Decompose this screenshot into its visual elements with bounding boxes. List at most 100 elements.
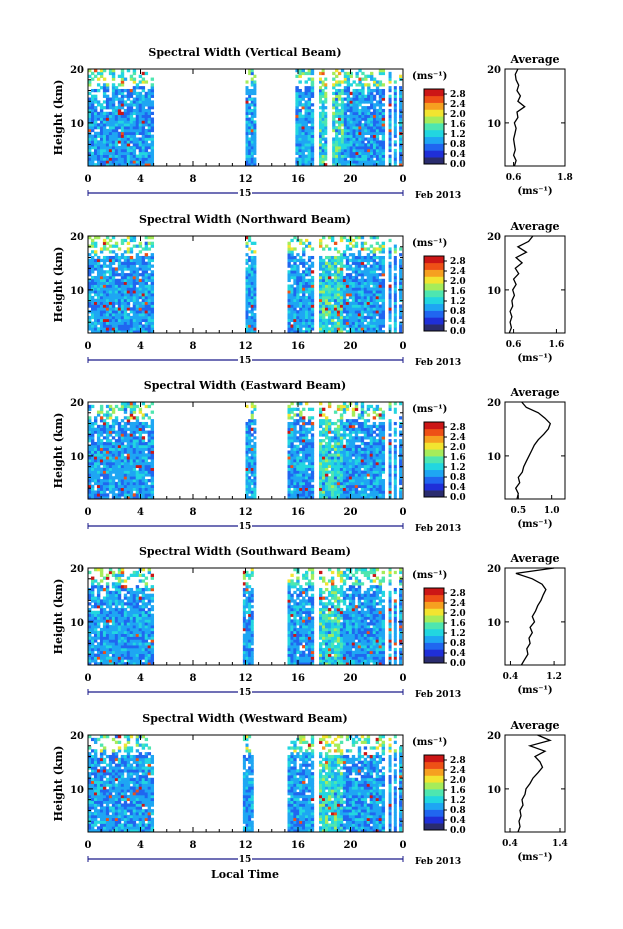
heatmap-cell [372,456,377,460]
heatmap-cell [369,470,374,474]
heatmap-cell [245,450,249,454]
heatmap-cell [132,270,137,274]
heatmap-cells [88,402,403,500]
heatmap-cell [339,313,344,317]
heatmap-cell [321,473,326,477]
heatmap-cell [330,321,335,325]
heatmap-cell [99,404,104,409]
heatmap-cell [253,250,257,254]
heatmap-cell [117,157,122,161]
heatmap-cell [141,301,146,305]
heatmap-cell [126,467,131,471]
heatmap-cell [333,301,338,305]
heatmap-cell [141,71,146,76]
heatmap-cell [363,281,368,285]
heatmap-cell [144,459,149,463]
heatmap-cell [305,470,309,474]
heatmap-cell [248,69,252,73]
heatmap-cell [349,100,353,104]
heatmap-cell [99,114,104,118]
heatmap-cell [393,264,397,268]
heatmap-cell [120,91,125,96]
heatmap-cell [296,264,300,268]
heatmap-cell [126,321,131,325]
heatmap-cell [307,324,312,328]
colorbar-swatch [424,89,444,97]
heatmap-cell [88,453,92,457]
heatmap-cell [111,157,116,161]
heatmap-cell [339,439,344,443]
heatmap-cell [88,120,92,124]
heatmap-cell [364,157,368,161]
heatmap-cell [346,77,351,81]
heatmap-cell [399,160,403,164]
heatmap-cell [299,441,303,446]
heatmap-cell [351,450,356,454]
heatmap-cell [108,131,113,136]
heatmap-cell [99,473,104,477]
heatmap-cell [352,146,356,150]
heatmap-cell [375,290,380,294]
heatmap-cell [105,410,110,414]
heatmap-cell [117,163,122,167]
heatmap-cell [99,453,104,457]
heatmap-cell [321,146,325,150]
heatmap-cell [88,74,92,78]
heatmap-cell [147,261,152,265]
heatmap-cell [141,441,146,446]
heatmap-cell [388,140,392,144]
heatmap-cell [287,484,291,488]
heatmap-cell [352,111,356,116]
heatmap-cell [117,473,122,477]
heatmap-cell [253,106,257,110]
heatmap-cell [388,278,392,283]
heatmap-cell [132,131,137,136]
heatmap-cell [253,315,257,320]
heatmap-cell [352,134,356,138]
heatmap-cell [351,441,356,446]
heatmap-cell [132,304,137,308]
heatmap-cell [310,94,315,98]
heatmap-cell [108,490,113,494]
heatmap-cell [305,421,309,426]
heatmap-cell [296,436,300,440]
heatmap-cell [372,88,377,93]
heatmap-cell [299,413,303,417]
heatmap-cell [360,447,365,451]
heatmap-cell [349,151,353,155]
heatmap-cell [321,69,325,73]
heatmap-cell [144,261,149,265]
panel-2: Spectral Width (Eastward Beam)2010Height… [52,379,566,534]
heatmap-cell [378,295,383,300]
heatmap-cell [250,148,254,153]
heatmap-cell [253,293,257,297]
heatmap-cell [345,459,350,463]
heatmap-cell [319,450,323,454]
heatmap-cell [135,493,140,497]
heatmap-cell [135,330,140,334]
colorbar-tick-label: 0.4 [450,317,466,327]
heatmap-cell [375,324,380,328]
heatmap-cell [319,151,323,155]
heatmap-cell [363,301,368,305]
heatmap-cell [99,441,104,446]
heatmap-cell [290,287,294,291]
heatmap-cell [93,441,98,446]
heatmap-cell [135,108,140,113]
heatmap-cell [363,459,368,463]
heatmap-cell [302,324,306,328]
heatmap-cell [99,143,104,147]
heatmap-cell [250,444,254,449]
heatmap-cell [138,137,143,141]
heatmap-cell [93,94,98,98]
heatmap-cell [310,310,315,314]
heatmap-cell [354,244,359,248]
heatmap-cell [129,284,134,288]
heatmap-cell [375,318,380,322]
heatmap-cell [393,160,397,164]
heatmap-cell [307,447,312,451]
heatmap-cell [348,295,353,300]
heatmap-cell [248,131,252,136]
heatmap-cell [102,487,107,491]
heatmap-cell [93,330,98,334]
